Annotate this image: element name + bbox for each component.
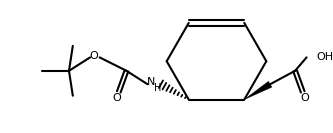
Polygon shape — [244, 81, 272, 100]
Text: OH: OH — [316, 52, 333, 62]
Text: H: H — [155, 83, 162, 93]
Text: O: O — [113, 93, 121, 103]
Text: N: N — [147, 77, 156, 87]
Text: O: O — [90, 51, 98, 61]
Text: O: O — [300, 93, 309, 103]
